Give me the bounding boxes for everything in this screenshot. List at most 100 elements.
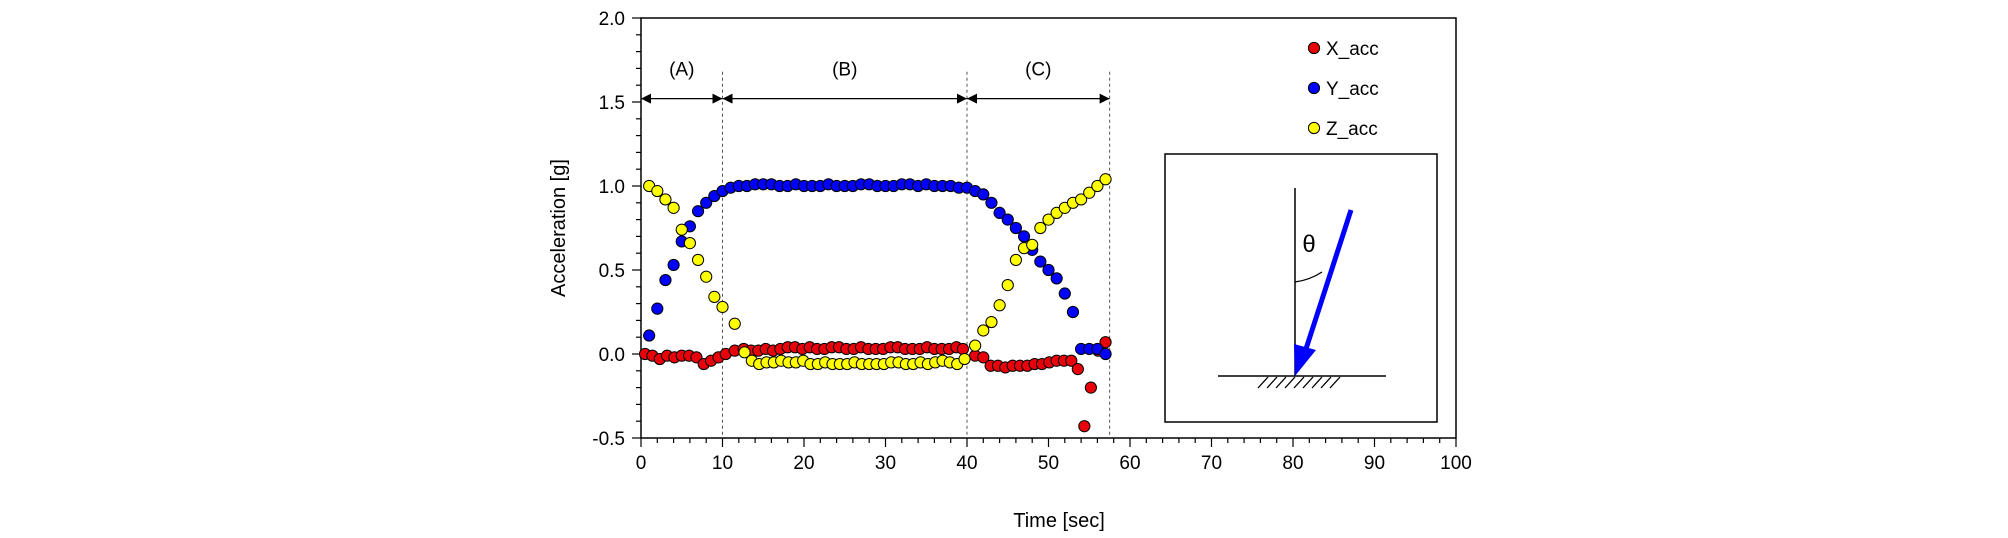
y-tick-label: 0.0: [599, 345, 625, 366]
legend-label: Y_acc: [1326, 79, 1379, 100]
x-tick-label: 50: [1038, 453, 1059, 474]
data-point-Z_acc: [738, 346, 751, 359]
data-point-Y_acc: [985, 196, 998, 209]
data-point-Z_acc: [659, 193, 672, 206]
data-point-Z_acc: [1034, 221, 1047, 235]
legend-label: X_acc: [1326, 39, 1379, 60]
data-point-X_acc: [977, 351, 990, 364]
inset-angle-arc: [1294, 271, 1323, 283]
data-point-Y_acc: [1001, 213, 1014, 226]
x-tick-label: 20: [793, 453, 814, 474]
data-point-Z_acc: [1083, 186, 1096, 199]
x-tick-label: 90: [1364, 453, 1385, 474]
data-point-Z_acc: [716, 300, 729, 314]
hatch-mark: [1329, 376, 1341, 389]
data-point-Y_acc: [1099, 347, 1112, 361]
inset-blue-arrow-head: [1294, 344, 1316, 376]
data-point-Y_acc: [1042, 263, 1055, 277]
data-point-Z_acc: [969, 339, 982, 352]
data-point-Y_acc: [1050, 272, 1063, 285]
data-point-Z_acc: [708, 290, 721, 303]
region-annotations: (A) (B) (C): [641, 59, 1111, 438]
x-tick-label: 70: [1201, 453, 1222, 474]
hatch-mark: [1284, 376, 1296, 389]
legend-marker: [1307, 121, 1321, 135]
data-point-X_acc: [1071, 363, 1084, 376]
data-point-Z_acc: [667, 201, 680, 214]
data-point-X_acc: [1078, 420, 1091, 433]
x-tick-label: 40: [956, 453, 977, 474]
data-point-Y_acc: [700, 196, 713, 209]
y-axis-title: Acceleration [g]: [548, 159, 570, 297]
x-tick-label: 30: [875, 453, 896, 474]
data-point-Z_acc: [700, 270, 713, 283]
x-axis-title: Time [sec]: [1013, 510, 1105, 532]
data-point-Y_acc: [977, 188, 990, 201]
data-point-Z_acc: [985, 315, 998, 329]
inset-frame: [1164, 153, 1438, 423]
inset-ground-hatching: [1257, 376, 1341, 389]
region-label: (C): [1025, 59, 1051, 80]
data-point-X_acc: [1084, 381, 1097, 394]
data-point-Y_acc: [1066, 305, 1080, 319]
data-point-Z_acc: [1099, 173, 1112, 186]
data-point-Y_acc: [659, 273, 672, 287]
data-point-X_acc: [1099, 336, 1112, 349]
axis-ticks: [632, 17, 1457, 447]
legend-marker: [1307, 41, 1321, 55]
inset-diagram: θ: [1164, 153, 1438, 423]
hatch-mark: [1293, 376, 1305, 389]
data-point-Z_acc: [1026, 238, 1039, 251]
y-tick-label: 2.0: [599, 9, 625, 30]
data-point-Y_acc: [1058, 287, 1071, 300]
region-label: (A): [669, 59, 694, 80]
hatch-mark: [1320, 376, 1332, 389]
data-point-Z_acc: [651, 184, 664, 198]
legend-label: Z_acc: [1326, 119, 1378, 140]
data-point-Z_acc: [993, 299, 1006, 312]
hatch-mark: [1302, 376, 1314, 389]
data-point-Z_acc: [958, 352, 971, 366]
y-tick-label: -0.5: [592, 429, 625, 450]
hatch-mark: [1275, 376, 1287, 389]
data-point-Z_acc: [691, 253, 705, 267]
data-point-Y_acc: [1017, 230, 1031, 243]
x-tick-label: 60: [1119, 453, 1140, 474]
hatch-mark: [1266, 376, 1278, 389]
legend-marker: [1307, 81, 1321, 95]
hatch-mark: [1257, 376, 1269, 389]
data-point-Z_acc: [1009, 253, 1023, 267]
data-point-Y_acc: [651, 302, 664, 315]
data-point-X_acc: [956, 342, 970, 356]
data-point-Z_acc: [1091, 179, 1104, 193]
x-tick-label: 100: [1440, 453, 1472, 474]
data-point-Z_acc: [977, 324, 990, 337]
y-tick-label: 1.0: [599, 177, 625, 198]
data-point-Y_acc: [643, 329, 656, 342]
data-point-Y_acc: [1034, 255, 1047, 268]
inset-theta-label: θ: [1302, 231, 1315, 258]
x-tick-label: 80: [1282, 453, 1303, 474]
x-tick-label: 10: [712, 453, 733, 474]
legend: X_acc Y_acc Z_acc: [1307, 39, 1379, 140]
y-tick-label: 1.5: [599, 93, 625, 114]
data-point-Y_acc: [1009, 221, 1023, 235]
data-point-Z_acc: [1042, 213, 1055, 226]
y-tick-label: 0.5: [599, 261, 625, 282]
data-point-Z_acc: [1075, 193, 1088, 206]
data-point-Z_acc: [675, 223, 688, 236]
data-point-Y_acc: [667, 258, 680, 272]
data-point-Z_acc: [728, 317, 741, 330]
region-label: (B): [832, 59, 857, 80]
hatch-mark: [1311, 376, 1323, 389]
data-point-Y_acc: [993, 206, 1006, 219]
x-tick-label: 0: [636, 453, 647, 474]
data-markers: [638, 173, 1112, 433]
data-point-X_acc: [1065, 354, 1078, 367]
data-point-Z_acc: [1001, 279, 1014, 292]
tick-labels: 0 10 20 30 40 50 60 70 80 90 100 -0.5 0.0 0.5 1.0 1.5 2.…: [592, 9, 1472, 474]
data-point-Y_acc: [691, 205, 705, 218]
data-point-Z_acc: [683, 237, 697, 250]
inset-blue-arrow-shaft: [1302, 209, 1354, 353]
